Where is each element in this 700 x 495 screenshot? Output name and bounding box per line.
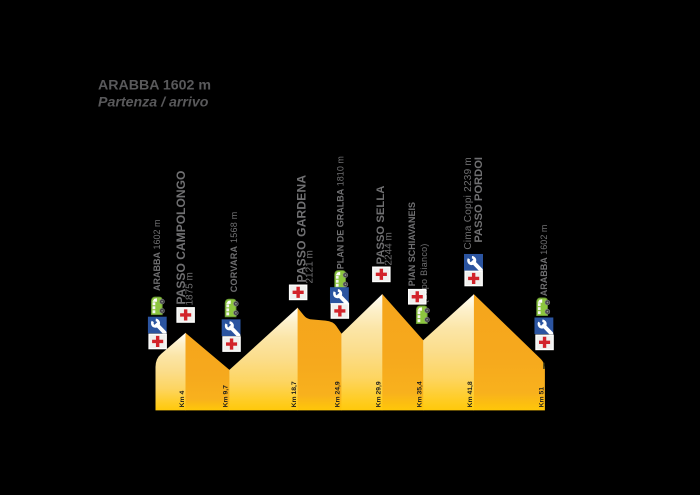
svg-text:PIAN SCHIAVANEIS: PIAN SCHIAVANEIS xyxy=(407,202,417,286)
svg-text:Km 9,7: Km 9,7 xyxy=(223,385,230,408)
svg-text:Km 35,4: Km 35,4 xyxy=(417,381,424,407)
svg-text:1875 m: 1875 m xyxy=(184,272,195,305)
svg-text:PLAN DE GRALBA 1810 m: PLAN DE GRALBA 1810 m xyxy=(336,156,346,269)
svg-text:Partenza / arrivo: Partenza / arrivo xyxy=(98,95,209,111)
svg-text:(Lupo Bianco): (Lupo Bianco) xyxy=(419,243,429,303)
svg-text:2121 m: 2121 m xyxy=(305,250,316,283)
svg-text:ARABBA 1602 m: ARABBA 1602 m xyxy=(152,219,162,291)
svg-text:Km 41,8: Km 41,8 xyxy=(467,381,474,407)
svg-text:2244 m: 2244 m xyxy=(383,232,394,265)
svg-text:Km 24,9: Km 24,9 xyxy=(335,381,342,407)
svg-text:ARABBA 1602 m: ARABBA 1602 m xyxy=(539,225,549,297)
svg-text:Km 29,9: Km 29,9 xyxy=(376,381,383,407)
svg-text:Km 51: Km 51 xyxy=(538,387,545,408)
svg-text:PASSO PORDOI: PASSO PORDOI xyxy=(473,157,485,243)
svg-text:ARABBA 1602 m: ARABBA 1602 m xyxy=(98,78,211,94)
svg-text:Km 4: Km 4 xyxy=(179,391,186,408)
svg-text:PASSO GARDENA: PASSO GARDENA xyxy=(294,175,308,283)
svg-text:Km 18,7: Km 18,7 xyxy=(291,381,298,407)
svg-text:CORVARA 1568 m: CORVARA 1568 m xyxy=(229,211,239,292)
svg-text:PASSO CAMPOLONGO: PASSO CAMPOLONGO xyxy=(174,171,188,305)
svg-text:PASSO SELLA: PASSO SELLA xyxy=(375,186,387,265)
svg-text:Cima Coppi 2239 m: Cima Coppi 2239 m xyxy=(463,157,474,250)
